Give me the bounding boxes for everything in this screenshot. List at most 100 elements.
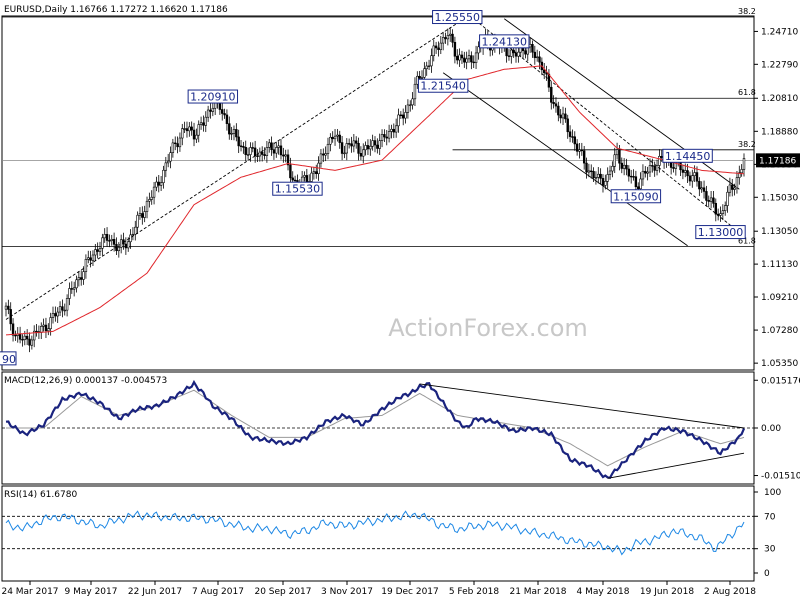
candle-body [235,129,238,138]
candle-body [176,143,179,148]
price-annotation-box [272,181,323,196]
candle-body [582,150,586,164]
candle-body [61,306,64,311]
price-annotation-text: 1.25550 [435,11,481,24]
rsi-y-tick-label: 70 [764,512,776,522]
candle-body [644,170,647,174]
candle-body [49,317,52,330]
candle-body [251,147,254,149]
candle-body [641,170,645,180]
candle-body [531,44,534,53]
price-annotation: 1.13000 [695,225,746,240]
candle-body [369,145,372,150]
price-annotation: 1.24130 [479,34,530,49]
candle-body [359,153,363,157]
rsi-line [5,510,745,556]
candle-body [312,171,316,174]
candle-body [272,149,276,154]
candle-body [33,330,36,341]
candle-body [40,326,43,333]
candle-body [470,55,473,63]
candle-body [543,69,546,74]
candle-body [571,136,574,138]
candle-body [268,142,271,148]
candle-body [592,171,595,179]
candle-body [510,49,513,57]
left-edge-text: 90 [2,353,16,366]
resistance-trendline-dashed [471,16,735,229]
price-y-tick-label: 1.11130 [761,260,798,270]
macd-y-tick-label: 0.015176 [761,376,800,386]
candle-body [688,175,692,182]
candle-body [265,147,269,156]
candle-body [169,152,172,162]
candle-body [684,170,687,173]
candle-body [282,154,285,157]
candle-body [622,164,626,169]
candle-body [378,140,381,149]
candle-body [21,339,24,341]
x-tick-label: 21 Mar 2018 [509,587,566,597]
x-tick-label: 22 Jun 2017 [128,587,182,597]
candle-body [700,187,703,190]
candle-body [606,174,609,182]
candle-body [129,234,132,243]
candle-body [134,226,137,235]
candle-body [573,136,576,145]
candle-body [385,136,388,139]
panel-frame-2 [1,485,755,582]
candle-body [409,104,412,106]
candle-body [458,54,461,61]
candle-body [303,175,306,178]
fib-level-label: 38.2 [738,140,756,149]
macd-panel: 0.015176 0.00 -0.015109 [2,376,800,482]
candle-body [89,257,92,261]
candle-body [228,123,231,135]
candle-body [594,177,598,179]
candle-body [150,196,153,200]
candle-body [190,126,193,131]
candle-body [77,277,81,281]
candle-body [164,162,168,171]
candle-body [35,330,38,333]
macd-y-tick-label: 0.00 [761,424,781,434]
candle-body [223,113,226,116]
candle-body [310,172,313,182]
candle-body [550,86,553,103]
candle-body [237,136,240,147]
price-annotation-text: 1.21540 [420,80,466,93]
candle-body [96,249,99,252]
candle-body [279,145,283,156]
candle-body [578,149,581,152]
candle-body [380,134,384,141]
candle-body [324,153,327,156]
candle-body [373,140,377,146]
price-chart-title: EURUSD,Daily 1.16766 1.17272 1.16620 1.1… [4,5,228,15]
x-tick-label: 24 Mar 2017 [1,587,58,597]
price-annotation: 1.20910 [187,89,239,104]
candle-body [580,149,584,152]
candle-body [740,169,743,174]
x-tick-label: 9 May 2017 [65,587,118,597]
candle-body [293,179,297,182]
candle-body [416,75,419,85]
candle-body [199,122,203,125]
candle-body [728,184,732,193]
candle-body [148,199,151,202]
candle-body [430,55,433,67]
candle-body [4,305,8,310]
candle-body [329,136,332,145]
candle-body [392,128,396,133]
candle-body [434,45,438,49]
candle-body [206,109,210,118]
x-tick-label: 7 Aug 2017 [192,587,244,597]
candle-body [166,160,170,164]
candle-body [331,136,334,140]
price-annotation: 1.15090 [610,189,662,204]
candle-body [326,143,330,154]
price-annotation-text: 1.15090 [613,190,659,203]
candle-body [192,129,196,140]
candle-body [94,249,97,256]
candle-body [101,237,104,249]
